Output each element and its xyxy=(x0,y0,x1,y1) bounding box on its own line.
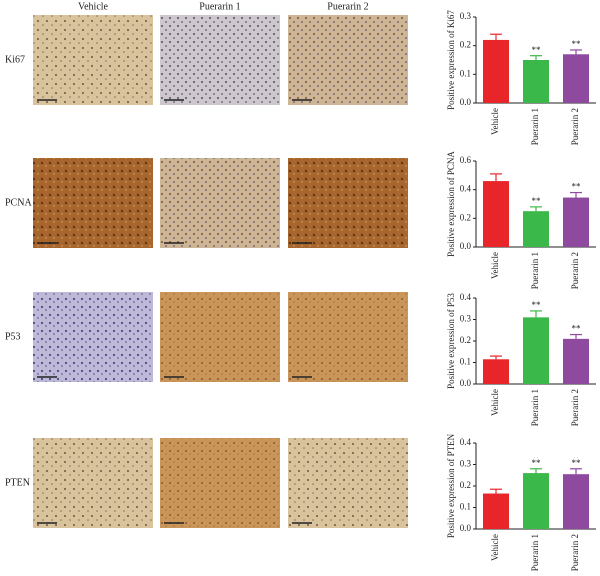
micrograph xyxy=(160,292,280,382)
micrograph xyxy=(33,158,153,248)
micrograph xyxy=(288,292,408,382)
bar xyxy=(563,338,589,384)
y-tick-label: 0.2 xyxy=(460,480,471,490)
significance: ** xyxy=(572,324,582,334)
y-tick-label: 0.4 xyxy=(460,292,472,302)
y-axis-label: Positive expression of P53 xyxy=(446,293,456,389)
y-tick-label: 0.3 xyxy=(460,11,472,21)
x-tick-label: Puerarin 1 xyxy=(530,252,540,289)
x-tick-label: Vehicle xyxy=(490,252,500,279)
bar xyxy=(523,473,549,529)
x-tick-label: Vehicle xyxy=(490,534,500,561)
y-tick-label: 0.0 xyxy=(460,523,472,533)
x-tick-label: Puerarin 1 xyxy=(530,534,540,571)
micrographs xyxy=(33,15,408,528)
significance: ** xyxy=(532,300,542,310)
micrograph xyxy=(160,158,280,248)
significance: ** xyxy=(532,196,542,206)
bar xyxy=(563,474,589,529)
micrograph xyxy=(288,438,408,528)
significance: ** xyxy=(572,182,582,192)
bar xyxy=(523,60,549,103)
y-tick-label: 0.2 xyxy=(460,40,471,50)
micrograph xyxy=(33,15,153,105)
significance: ** xyxy=(532,458,542,468)
y-tick-label: 0.4 xyxy=(460,437,472,447)
x-tick-label: Puerarin 2 xyxy=(570,389,580,426)
bar xyxy=(523,317,549,384)
y-tick-label: 0.0 xyxy=(460,97,472,107)
y-tick-label: 0.1 xyxy=(460,502,471,512)
bar xyxy=(523,211,549,247)
bar xyxy=(563,197,589,247)
x-tick-label: Puerarin 2 xyxy=(570,252,580,289)
y-tick-label: 0.1 xyxy=(460,68,471,78)
x-tick-label: Vehicle xyxy=(490,389,500,416)
y-tick-label: 0.2 xyxy=(460,335,471,345)
y-tick-label: 0.3 xyxy=(460,314,472,324)
significance: ** xyxy=(572,39,582,49)
micrograph xyxy=(288,158,408,248)
bar xyxy=(483,39,509,103)
y-tick-label: 0.6 xyxy=(460,155,472,165)
bar xyxy=(483,181,509,247)
bar xyxy=(483,359,509,384)
x-tick-label: Puerarin 1 xyxy=(530,389,540,426)
column-header: Puerarin 2 xyxy=(327,1,368,12)
y-axis-label: Positive expression of Ki67 xyxy=(446,10,456,110)
column-header: Puerarin 1 xyxy=(199,1,240,12)
column-header: Vehicle xyxy=(78,1,109,12)
y-tick-label: 0.3 xyxy=(460,459,472,469)
significance: ** xyxy=(572,458,582,468)
micrograph xyxy=(288,15,408,105)
micrograph xyxy=(160,438,280,528)
x-tick-label: Vehicle xyxy=(490,108,500,135)
row-label: PTEN xyxy=(5,477,30,488)
significance: ** xyxy=(532,45,542,55)
y-axis-label: Positive expression of PCNA xyxy=(446,151,456,257)
x-tick-label: Puerarin 1 xyxy=(530,108,540,145)
micrograph xyxy=(33,438,153,528)
y-tick-label: 0.0 xyxy=(460,241,472,251)
x-tick-label: Puerarin 2 xyxy=(570,534,580,571)
row-label: PCNA xyxy=(5,197,32,208)
micrograph xyxy=(33,292,153,382)
micrograph xyxy=(160,15,280,105)
y-tick-label: 0.2 xyxy=(460,212,471,222)
y-tick-label: 0.1 xyxy=(460,357,471,367)
bar xyxy=(563,54,589,103)
y-tick-label: 0.0 xyxy=(460,378,472,388)
y-axis-label: Positive expression of PTEN xyxy=(446,433,456,538)
bar xyxy=(483,493,509,529)
row-label: P53 xyxy=(5,331,21,342)
row-label: Ki67 xyxy=(5,54,25,65)
x-tick-label: Puerarin 2 xyxy=(570,108,580,145)
y-tick-label: 0.4 xyxy=(460,184,472,194)
